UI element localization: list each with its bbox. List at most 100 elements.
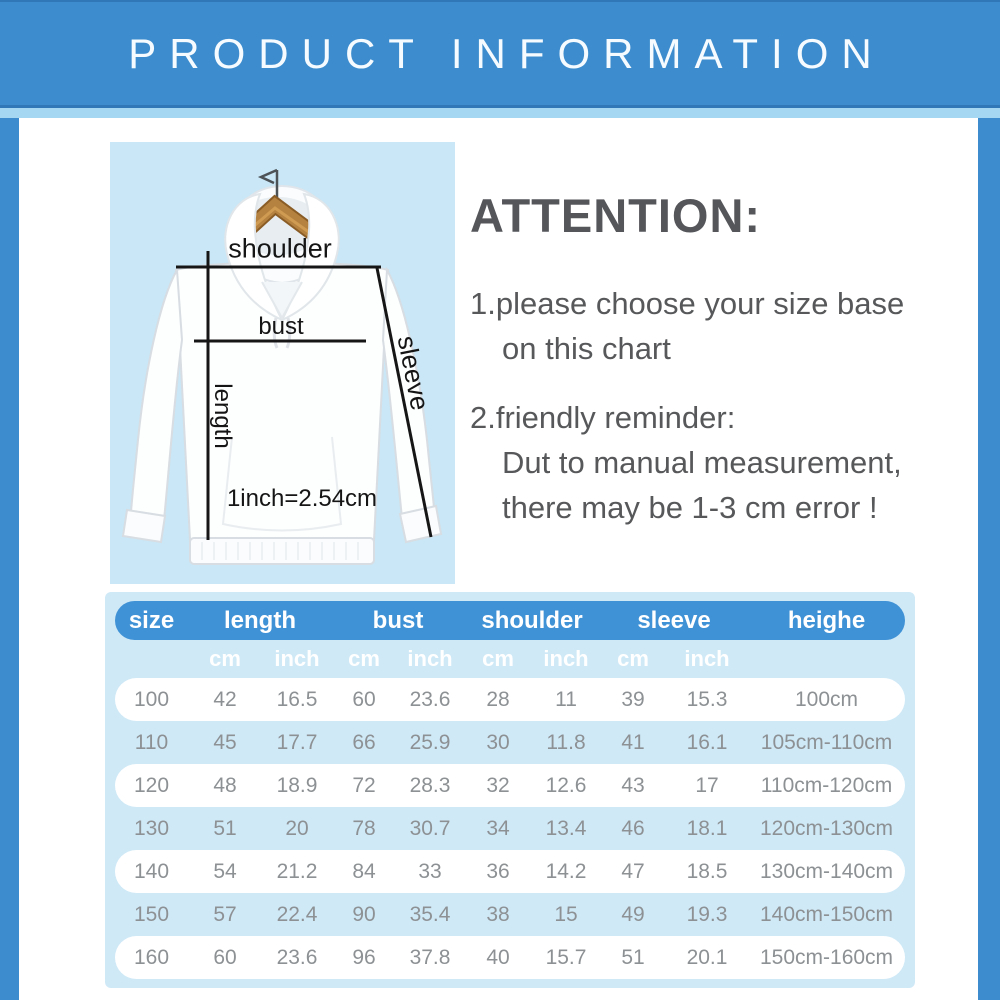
right-border bbox=[978, 118, 1000, 1000]
cell-length_cm: 54 bbox=[188, 850, 262, 893]
cell-height: 130cm-140cm bbox=[748, 850, 906, 893]
cell-height: 100cm bbox=[748, 678, 906, 721]
cell-shoulder_cm: 28 bbox=[464, 678, 533, 721]
size-table-body: 100 42 16.5 60 23.6 28 11 39 15.3 100cm 110 45 17.7 6… bbox=[115, 678, 906, 979]
bust-label: bust bbox=[258, 313, 304, 340]
header-bust: bust bbox=[332, 601, 465, 640]
cell-length_inch: 18.9 bbox=[262, 764, 332, 807]
cell-size: 140 bbox=[115, 850, 188, 893]
table-row: 160 60 23.6 96 37.8 40 15.7 51 20.1 150cm-160cm bbox=[115, 936, 906, 979]
cell-shoulder_inch: 13.4 bbox=[545, 816, 587, 840]
size-table: size length bust shoulder sleeve heighe … bbox=[115, 601, 906, 979]
cell-length_cm: 45 bbox=[213, 730, 237, 754]
cell-sleeve_cm: 43 bbox=[600, 764, 667, 807]
cell-shoulder_inch: 11.8 bbox=[546, 730, 586, 754]
header-length: length bbox=[188, 601, 332, 640]
cell-sleeve_cm: 51 bbox=[600, 936, 667, 979]
table-row: 100 42 16.5 60 23.6 28 11 39 15.3 100cm bbox=[115, 678, 906, 721]
shoulder-label: shoulder bbox=[228, 233, 332, 264]
table-row: 120 48 18.9 72 28.3 32 12.6 43 17 110cm-120cm bbox=[115, 764, 906, 807]
cell-sleeve_inch: 20.1 bbox=[666, 936, 749, 979]
cell-length_inch: 17.7 bbox=[276, 730, 318, 754]
cell-size: 150 bbox=[133, 902, 170, 926]
hoodie-image bbox=[121, 168, 443, 565]
subheader-cm: cm bbox=[348, 646, 380, 671]
subheader-cm: cm bbox=[482, 646, 514, 671]
measurement-lines bbox=[176, 251, 433, 540]
subheader-inch: inch bbox=[407, 646, 453, 671]
cell-shoulder_cm: 34 bbox=[486, 816, 510, 840]
cell-length_inch: 16.5 bbox=[262, 678, 332, 721]
attention-line: Dut to manual measurement, bbox=[502, 445, 902, 480]
table-header-row: size length bust shoulder sleeve heighe bbox=[115, 601, 906, 640]
cell-sleeve_inch: 15.3 bbox=[666, 678, 749, 721]
cell-sleeve_inch: 17 bbox=[666, 764, 749, 807]
cell-bust_cm: 96 bbox=[332, 936, 396, 979]
header-size: size bbox=[115, 601, 188, 640]
subheader-inch: inch bbox=[274, 646, 320, 671]
cell-size: 100 bbox=[115, 678, 188, 721]
cell-size: 120 bbox=[115, 764, 188, 807]
cell-shoulder_inch: 14.2 bbox=[532, 850, 601, 893]
subheader-cm: cm bbox=[617, 646, 649, 671]
page-banner: PRODUCT INFORMATION bbox=[0, 0, 1000, 108]
subheader-empty bbox=[748, 640, 905, 678]
cell-shoulder_cm: 40 bbox=[464, 936, 533, 979]
cell-height: 150cm-160cm bbox=[748, 936, 906, 979]
cell-shoulder_inch: 15.7 bbox=[532, 936, 601, 979]
cell-sleeve_cm: 41 bbox=[621, 730, 645, 754]
cell-length_cm: 48 bbox=[188, 764, 262, 807]
cell-shoulder_cm: 32 bbox=[464, 764, 533, 807]
table-subheader-row: cm inch cm inch cm inch cm inch bbox=[115, 640, 905, 678]
cell-shoulder_cm: 36 bbox=[464, 850, 533, 893]
header-heighe: heighe bbox=[748, 601, 906, 640]
cell-shoulder_cm: 38 bbox=[486, 902, 510, 926]
cell-size: 160 bbox=[115, 936, 188, 979]
subheader-empty bbox=[115, 640, 188, 678]
cell-shoulder_inch: 11 bbox=[532, 678, 601, 721]
cell-length_inch: 23.6 bbox=[262, 936, 332, 979]
header-sleeve: sleeve bbox=[600, 601, 749, 640]
attention-line: 2.friendly reminder: bbox=[470, 400, 736, 435]
cell-height: 110cm-120cm bbox=[748, 764, 906, 807]
attention-item-1: 1.please choose your size base on this c… bbox=[470, 281, 940, 371]
cell-sleeve_cm: 39 bbox=[600, 678, 667, 721]
cell-shoulder_inch: 12.6 bbox=[532, 764, 601, 807]
cell-bust_cm: 72 bbox=[332, 764, 396, 807]
cell-bust_inch: 30.7 bbox=[409, 816, 451, 840]
header-shoulder: shoulder bbox=[464, 601, 601, 640]
table-row: 150 57 22.4 90 35.4 38 15 49 19.3 140cm-150cm bbox=[115, 893, 905, 936]
cell-height: 120cm-130cm bbox=[759, 816, 894, 840]
cell-sleeve_inch: 19.3 bbox=[686, 902, 728, 926]
cell-bust_cm: 66 bbox=[352, 730, 376, 754]
cell-length_inch: 22.4 bbox=[276, 902, 318, 926]
table-row: 140 54 21.2 84 33 36 14.2 47 18.5 130cm-140cm bbox=[115, 850, 906, 893]
cell-bust_inch: 28.3 bbox=[396, 764, 465, 807]
page-title: PRODUCT INFORMATION bbox=[128, 29, 885, 77]
size-table-panel: size length bust shoulder sleeve heighe … bbox=[105, 592, 915, 988]
cell-length_cm: 60 bbox=[188, 936, 262, 979]
cell-size: 110 bbox=[134, 730, 169, 754]
left-border bbox=[0, 118, 19, 1000]
cell-bust_inch: 37.8 bbox=[396, 936, 465, 979]
banner-light-strip bbox=[0, 108, 1000, 118]
attention-line: on this chart bbox=[502, 331, 671, 366]
table-row: 130 51 20 78 30.7 34 13.4 46 18.1 120cm-130cm bbox=[115, 807, 905, 850]
subheader-cm: cm bbox=[209, 646, 241, 671]
cell-bust_inch: 35.4 bbox=[409, 902, 451, 926]
cell-bust_cm: 90 bbox=[352, 902, 376, 926]
cell-sleeve_inch: 18.5 bbox=[666, 850, 749, 893]
cell-length_cm: 57 bbox=[213, 902, 237, 926]
cell-length_cm: 42 bbox=[188, 678, 262, 721]
cell-sleeve_cm: 46 bbox=[621, 816, 645, 840]
cell-length_inch: 21.2 bbox=[262, 850, 332, 893]
attention-line: 1.please choose your size base bbox=[470, 286, 905, 321]
subheader-inch: inch bbox=[543, 646, 589, 671]
cell-size: 130 bbox=[133, 816, 170, 840]
cell-length_inch: 20 bbox=[285, 816, 309, 840]
cell-bust_inch: 25.9 bbox=[409, 730, 451, 754]
cell-height: 140cm-150cm bbox=[759, 902, 894, 926]
cell-shoulder_inch: 15 bbox=[554, 902, 578, 926]
cell-bust_cm: 60 bbox=[332, 678, 396, 721]
length-label: length bbox=[209, 383, 236, 449]
